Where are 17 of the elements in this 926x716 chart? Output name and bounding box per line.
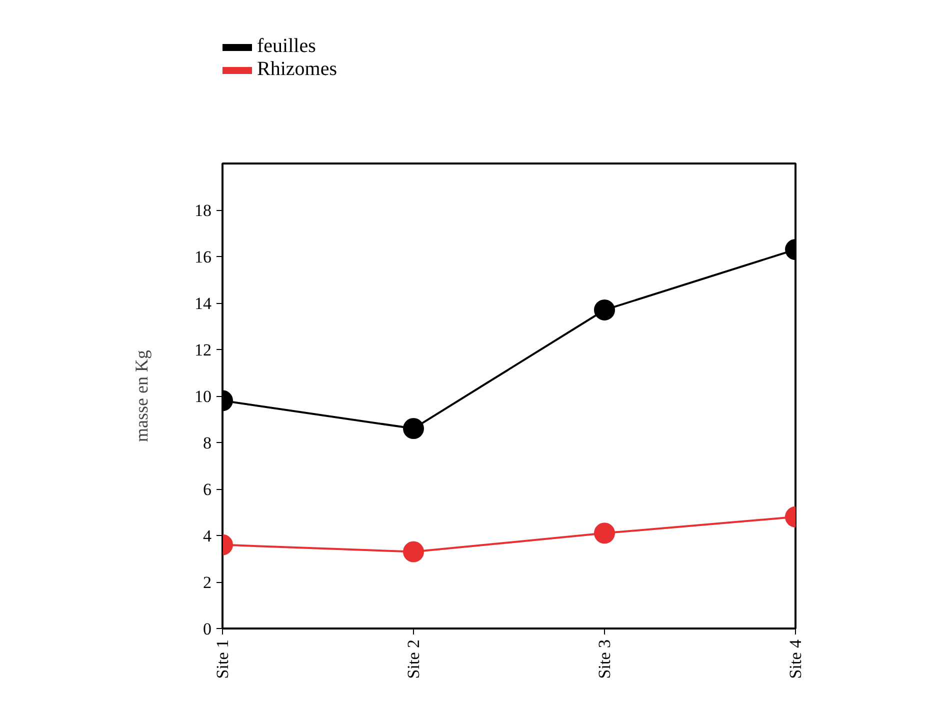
y-tick-label: 0 xyxy=(203,620,212,638)
x-tick-label: Site 1 xyxy=(213,639,232,679)
y-tick-label: 10 xyxy=(194,387,212,406)
y-tick-label: 2 xyxy=(203,573,212,592)
y-tick-label: 12 xyxy=(194,340,212,360)
y-axis-title: masse en Kg xyxy=(132,350,152,442)
legend-label: feuilles xyxy=(257,35,316,58)
legend-label: Rhizomes xyxy=(257,58,337,81)
x-tick-label: Site 4 xyxy=(786,639,805,679)
y-tick-label: 16 xyxy=(194,248,212,266)
y-tick-label: 6 xyxy=(203,480,212,499)
y-tick-label: 8 xyxy=(203,434,212,452)
y-tick-label: 18 xyxy=(194,201,212,220)
y-tick-label: 14 xyxy=(194,294,212,313)
x-tick-label: Site 3 xyxy=(595,639,614,679)
x-tick-label: Site 2 xyxy=(404,639,423,679)
y-tick-label: 4 xyxy=(203,526,212,546)
